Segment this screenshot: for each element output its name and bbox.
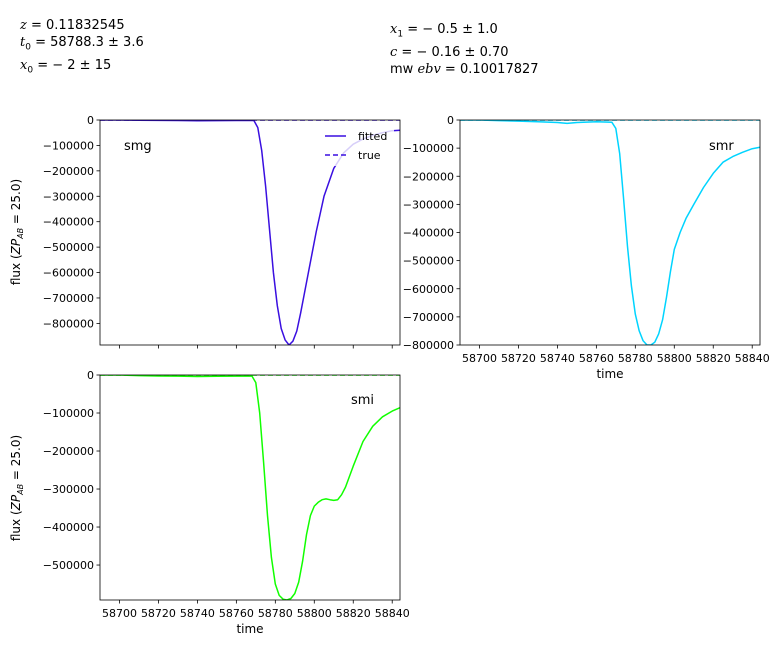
y-tick-label: −600000: [403, 283, 454, 296]
legend-entry: true: [358, 149, 381, 162]
series-fitted-line: [460, 120, 760, 345]
parameter-subscript: 0: [25, 42, 31, 53]
x-tick-label: 58760: [579, 352, 614, 365]
y-tick-label: −300000: [43, 190, 94, 203]
chart-smg: 0 −100000 −200000 −300000 −400000 −500000 −600…: [9, 114, 401, 349]
parameter-value: = − 0.5 ± 1.0: [403, 22, 498, 37]
x-tick-label: 58840: [375, 607, 410, 620]
x-tick-label: 58840: [735, 352, 770, 365]
parameter-symbol: x: [20, 57, 28, 73]
band-label: smg: [124, 139, 152, 154]
x-tick-label: 58700: [462, 352, 497, 365]
y-tick-label: −500000: [43, 241, 94, 254]
y-label-value: = 25.0): [9, 179, 23, 228]
y-tick-label: −400000: [43, 216, 94, 229]
x-tick-label: 58740: [540, 352, 575, 365]
y-label-subscript: AB: [16, 228, 25, 240]
y-tick-label: −400000: [43, 521, 94, 534]
parameter-value: = 0.10017827: [440, 61, 539, 77]
y-tick-label: −400000: [403, 227, 454, 240]
y-tick-label: −700000: [43, 292, 94, 305]
y-tick-label: −200000: [43, 445, 94, 458]
parameter-line: x1 = − 0.5 ± 1.0: [390, 21, 539, 44]
y-tick-label: −300000: [43, 483, 94, 496]
y-label-subscript: AB: [16, 484, 25, 496]
series-fitted-line: [100, 375, 400, 600]
parameter-symbol: ebv: [417, 61, 441, 77]
x-axis-label: time: [236, 622, 263, 636]
axes-frame: [99, 374, 401, 601]
axes-frame: [99, 119, 401, 346]
y-tick-label: −500000: [43, 559, 94, 572]
y-axis-label: flux (ZPAB = 25.0): [9, 435, 25, 541]
y-tick-label: −100000: [43, 139, 94, 152]
parameter-symbol: z: [20, 18, 27, 33]
legend: fitted true: [320, 126, 394, 166]
y-tick-label: 0: [87, 114, 94, 127]
y-tick-label: −500000: [403, 255, 454, 268]
parameter-value: = 58788.3 ± 3.6: [30, 35, 144, 50]
x-tick-label: 58820: [696, 352, 731, 365]
x-tick-label: 58700: [102, 607, 137, 620]
x-tick-label: 58780: [258, 607, 293, 620]
y-axis-label: flux (ZPAB = 25.0): [9, 179, 25, 285]
y-label-text: flux (: [9, 510, 23, 541]
parameter-line: c = − 0.16 ± 0.70: [390, 44, 539, 61]
chart-smr: 0 −100000 −200000 −300000 −400000 −500000 −600…: [403, 114, 770, 381]
parameter-line: t0 = 58788.3 ± 3.6: [20, 34, 144, 57]
y-tick-label: −100000: [403, 142, 454, 155]
x-tick-label: 58780: [618, 352, 653, 365]
x-tick-label: 58820: [336, 607, 371, 620]
parameter-value: = 0.11832545: [26, 18, 125, 33]
parameter-value: = − 0.16 ± 0.70: [397, 44, 509, 60]
x-tick-label: 58720: [501, 352, 536, 365]
parameter-symbol: t: [20, 35, 26, 50]
y-tick-label: 0: [87, 369, 94, 382]
parameter-line: x0 = − 2 ± 15: [20, 57, 144, 80]
y-tick-label: −200000: [43, 165, 94, 178]
y-tick-label: −600000: [43, 267, 94, 280]
parameter-subscript: 1: [397, 29, 404, 40]
y-label-text: flux (: [9, 254, 23, 285]
y-tick-label: −200000: [403, 170, 454, 183]
x-tick-label: 58740: [180, 607, 215, 620]
x-tick-label: 58720: [141, 607, 176, 620]
parameter-symbol: c: [390, 44, 398, 60]
band-label: smi: [351, 393, 374, 408]
legend-entry: fitted: [358, 130, 387, 143]
y-label-symbol: ZP: [9, 494, 23, 511]
chart-smi: 0 −100000 −200000 −300000 −400000 −500000 5870…: [9, 369, 410, 636]
parameter-value: = − 2 ± 15: [33, 57, 112, 73]
y-tick-label: −800000: [43, 317, 94, 330]
y-tick-label: 0: [447, 114, 454, 127]
x-tick-label: 58760: [219, 607, 254, 620]
parameter-prefix: mw: [390, 61, 418, 77]
fit-parameters-left: z = 0.11832545 t0 = 58788.3 ± 3.6 x0 = − 2…: [20, 17, 144, 79]
x-tick-label: 58800: [297, 607, 332, 620]
y-tick-label: −300000: [403, 198, 454, 211]
y-tick-label: −100000: [43, 407, 94, 420]
y-label-symbol: ZP: [9, 238, 23, 255]
x-tick-label: 58800: [657, 352, 692, 365]
x-axis-label: time: [596, 367, 623, 381]
parameter-line: z = 0.11832545: [20, 17, 144, 34]
y-tick-label: −800000: [403, 339, 454, 352]
y-tick-label: −700000: [403, 311, 454, 324]
parameter-symbol: x: [390, 22, 398, 37]
y-label-value: = 25.0): [9, 435, 23, 484]
band-label: smr: [709, 139, 734, 154]
parameter-subscript: 0: [27, 65, 34, 76]
parameter-line: mw ebv = 0.10017827: [390, 61, 539, 78]
fit-parameters-right: x1 = − 0.5 ± 1.0 c = − 0.16 ± 0.70 mw ebv …: [390, 21, 539, 78]
